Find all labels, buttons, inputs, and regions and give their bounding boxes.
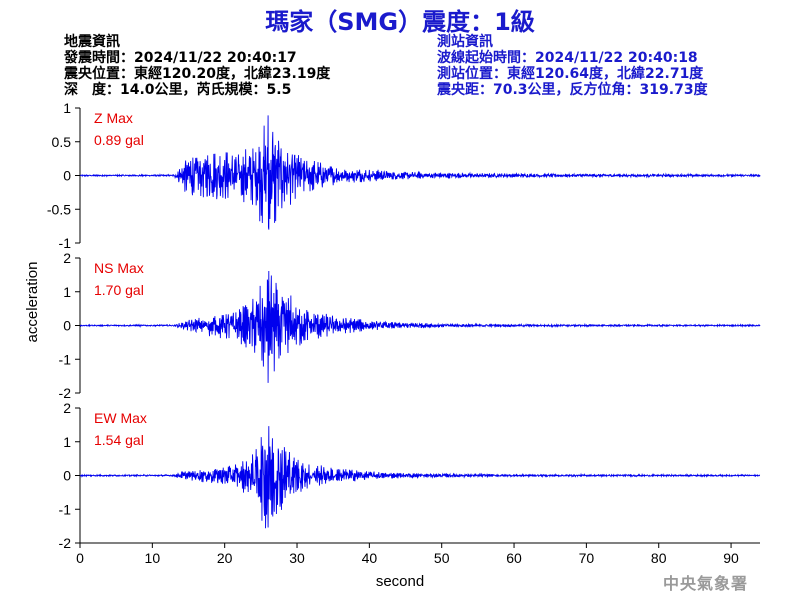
y-tick-label: -0.5 <box>47 201 71 217</box>
x-tick-label: 0 <box>76 550 84 566</box>
max-label-z: Z Max <box>94 110 133 126</box>
y-tick-label: 1 <box>63 434 71 450</box>
y-tick-label: 0 <box>63 168 71 184</box>
y-tick-label: -1 <box>59 351 72 367</box>
y-tick-label: -2 <box>59 535 72 551</box>
x-tick-label: 60 <box>506 550 522 566</box>
y-tick-label: 1 <box>63 100 71 116</box>
y-tick-label: -1 <box>59 235 72 251</box>
waveform-z <box>79 115 761 230</box>
quake-info-block: 地震資訊 發震時間：2024/11/22 20:40:17 震央位置：東經120… <box>64 34 330 98</box>
x-tick-label: 10 <box>145 550 161 566</box>
chart-title: 瑪家（SMG）震度：1級 <box>265 8 535 36</box>
y-tick-label: 1 <box>63 284 71 300</box>
station-location: 測站位置：東經120.64度，北緯22.71度 <box>437 66 704 82</box>
station-info-block: 測站資訊 波線起始時間：2024/11/22 20:40:18 測站位置：東經1… <box>437 34 708 98</box>
x-tick-label: 20 <box>217 550 233 566</box>
waveform-ew <box>79 426 761 529</box>
quake-info-heading: 地震資訊 <box>64 34 120 50</box>
x-tick-label: 70 <box>579 550 595 566</box>
quake-depth-magnitude: 深 度：14.0公里，芮氏規模：5.5 <box>64 82 292 98</box>
station-info-heading: 測站資訊 <box>437 34 493 50</box>
max-value-z: 0.89 gal <box>94 132 144 148</box>
quake-epicenter: 震央位置：東經120.20度，北緯23.19度 <box>64 66 331 82</box>
y-tick-label: -2 <box>59 385 72 401</box>
station-start-time: 波線起始時間：2024/11/22 20:40:18 <box>437 50 698 66</box>
x-axis-label: second <box>376 573 424 590</box>
max-label-ns: NS Max <box>94 260 144 276</box>
y-axis-label: acceleration <box>24 262 41 343</box>
x-tick-label: 80 <box>651 550 667 566</box>
max-value-ew: 1.54 gal <box>94 432 144 448</box>
x-tick-label: 90 <box>723 550 739 566</box>
x-tick-label: 50 <box>434 550 450 566</box>
y-tick-label: 0 <box>63 468 71 484</box>
y-tick-label: 2 <box>63 250 71 266</box>
y-tick-label: -1 <box>59 501 72 517</box>
quake-origin-time: 發震時間：2024/11/22 20:40:17 <box>64 50 297 66</box>
y-tick-label: 0.5 <box>52 134 72 150</box>
waveform-ns <box>79 270 761 383</box>
max-label-ew: EW Max <box>94 410 147 426</box>
x-tick-label: 30 <box>289 550 305 566</box>
max-value-ns: 1.70 gal <box>94 282 144 298</box>
agency-watermark: 中央氣象署 <box>662 574 748 593</box>
station-distance-azimuth: 震央距：70.3公里，反方位角：319.73度 <box>437 82 708 98</box>
y-tick-label: 2 <box>63 400 71 416</box>
x-tick-label: 40 <box>362 550 378 566</box>
y-tick-label: 0 <box>63 318 71 334</box>
